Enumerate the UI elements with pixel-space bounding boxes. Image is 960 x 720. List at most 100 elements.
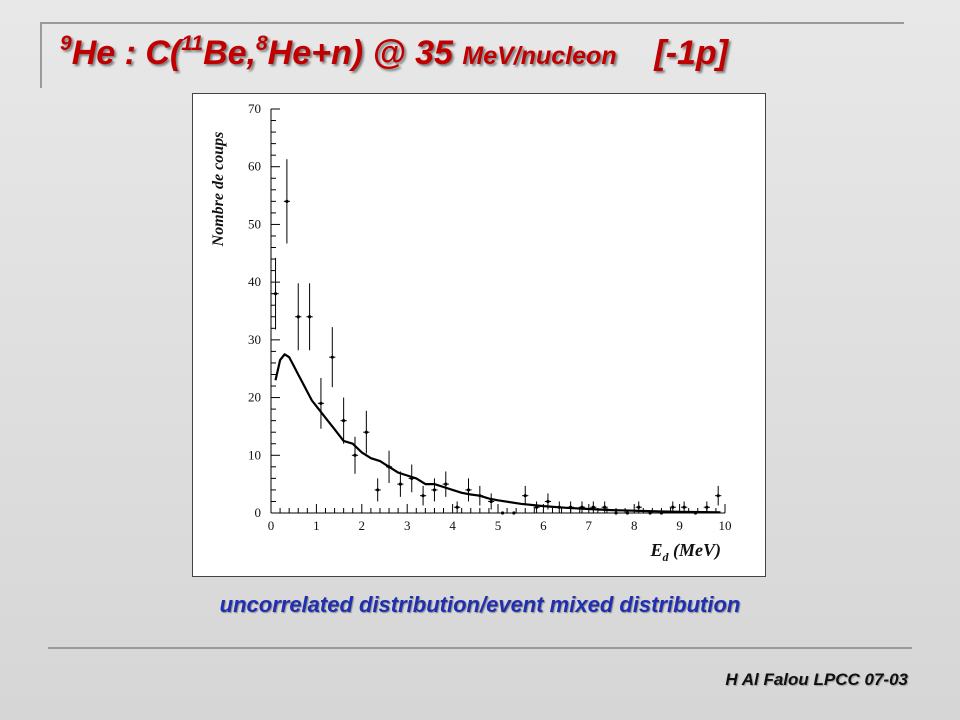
data-point-marker bbox=[444, 482, 448, 486]
x-tick-label: 8 bbox=[631, 518, 638, 533]
data-point-marker bbox=[693, 511, 698, 515]
curve-layer bbox=[274, 353, 721, 514]
title-part-tag: [-1p] bbox=[616, 34, 729, 72]
title-part-be: Be, bbox=[203, 34, 256, 72]
y-tick-label: 60 bbox=[248, 159, 261, 174]
data-point bbox=[499, 511, 506, 515]
data-point-marker bbox=[489, 499, 493, 504]
data-point bbox=[544, 493, 552, 510]
data-point bbox=[283, 159, 291, 244]
y-tick-label: 20 bbox=[248, 390, 261, 405]
data-point-marker bbox=[376, 488, 380, 492]
data-point-marker bbox=[500, 511, 505, 515]
data-point-marker bbox=[716, 494, 720, 498]
data-point-marker bbox=[410, 476, 414, 480]
data-point bbox=[522, 485, 529, 506]
data-point-marker bbox=[546, 499, 550, 504]
mixed-event-curve bbox=[274, 353, 721, 514]
data-point-marker bbox=[330, 355, 334, 359]
data-point bbox=[397, 471, 404, 497]
data-point bbox=[385, 450, 393, 483]
data-point-marker bbox=[580, 505, 584, 509]
data-point bbox=[510, 511, 518, 515]
title-sup-9: 9 bbox=[60, 32, 72, 55]
x-tick-label: 3 bbox=[404, 518, 411, 533]
data-point bbox=[715, 485, 722, 506]
data-point-marker bbox=[512, 511, 516, 515]
data-point bbox=[681, 501, 688, 513]
data-point-marker bbox=[432, 488, 437, 492]
data-point bbox=[590, 501, 597, 513]
y-tick-label: 0 bbox=[255, 505, 262, 520]
x-tick-label: 9 bbox=[676, 518, 683, 533]
x-axis-label-main: E bbox=[649, 540, 662, 560]
data-point bbox=[624, 511, 631, 515]
data-point-marker bbox=[569, 505, 573, 509]
data-point bbox=[442, 471, 449, 497]
bottom-divider-line bbox=[48, 647, 912, 649]
data-point bbox=[465, 478, 472, 502]
y-tick-label: 30 bbox=[248, 332, 261, 347]
data-point-marker bbox=[353, 453, 357, 457]
data-point bbox=[556, 501, 563, 513]
data-point-marker bbox=[319, 401, 323, 405]
x-tick-label: 5 bbox=[495, 518, 502, 533]
x-tick-label: 6 bbox=[540, 518, 547, 533]
data-point bbox=[272, 257, 279, 330]
data-point-marker bbox=[603, 505, 607, 509]
data-point bbox=[329, 327, 336, 388]
y-tick-label: 10 bbox=[248, 447, 261, 462]
x-tick-label: 0 bbox=[268, 518, 275, 533]
x-tick-label: 4 bbox=[449, 518, 456, 533]
data-point bbox=[692, 511, 699, 515]
data-point bbox=[601, 501, 608, 513]
data-point-marker bbox=[648, 511, 652, 515]
data-point-marker bbox=[705, 505, 709, 509]
title-part-he: He : C( bbox=[71, 34, 182, 72]
data-point-marker bbox=[682, 505, 686, 509]
data-point-marker bbox=[591, 505, 595, 509]
data-point bbox=[408, 464, 415, 493]
data-point-marker bbox=[364, 430, 368, 434]
data-point bbox=[476, 485, 483, 506]
x-tick-label: 10 bbox=[719, 518, 732, 533]
title-part-reaction: He+n) @ 35 bbox=[267, 34, 463, 72]
data-point-marker bbox=[466, 488, 471, 492]
data-point bbox=[431, 478, 438, 502]
data-point bbox=[306, 283, 313, 351]
data-point bbox=[658, 511, 665, 515]
x-tick-label: 7 bbox=[586, 518, 593, 533]
data-point-marker bbox=[307, 315, 312, 319]
y-tick-label: 70 bbox=[248, 101, 261, 116]
slide-title: 9He : C(11Be,8He+n) @ 35 MeV/nucleon [-1… bbox=[60, 32, 728, 73]
data-point-marker bbox=[296, 315, 300, 319]
title-part-unit: MeV/nucleon bbox=[462, 42, 617, 70]
data-point bbox=[419, 485, 427, 506]
x-axis-label-sub: d bbox=[663, 550, 670, 564]
data-point-marker bbox=[625, 511, 629, 515]
data-point-marker bbox=[671, 505, 675, 509]
data-point-marker bbox=[273, 292, 278, 296]
data-point bbox=[567, 501, 574, 513]
left-accent-line bbox=[40, 22, 42, 88]
x-tick-label: 1 bbox=[313, 518, 320, 533]
data-point-marker bbox=[455, 505, 459, 509]
data-point-marker bbox=[421, 494, 425, 498]
title-sup-11: 11 bbox=[181, 32, 204, 55]
title-sup-8: 8 bbox=[255, 32, 268, 55]
top-divider-line bbox=[40, 22, 904, 24]
data-point bbox=[669, 501, 676, 513]
data-point-marker bbox=[557, 505, 561, 509]
data-point-marker bbox=[387, 465, 391, 469]
x-axis-label: Ed (MeV) bbox=[649, 540, 721, 564]
data-point bbox=[374, 478, 381, 502]
data-point bbox=[317, 377, 325, 429]
data-point-marker bbox=[342, 419, 346, 423]
points-layer bbox=[272, 159, 722, 515]
data-point-marker bbox=[398, 482, 402, 486]
data-point bbox=[351, 436, 359, 474]
chart-axes: 0 1 2 3 4 5 6 7 8 9 10 0 10 20 30 40 50 60 70 bbox=[248, 101, 732, 533]
data-point-marker bbox=[659, 511, 664, 515]
data-point bbox=[703, 501, 710, 513]
y-tick-label: 40 bbox=[248, 274, 261, 289]
